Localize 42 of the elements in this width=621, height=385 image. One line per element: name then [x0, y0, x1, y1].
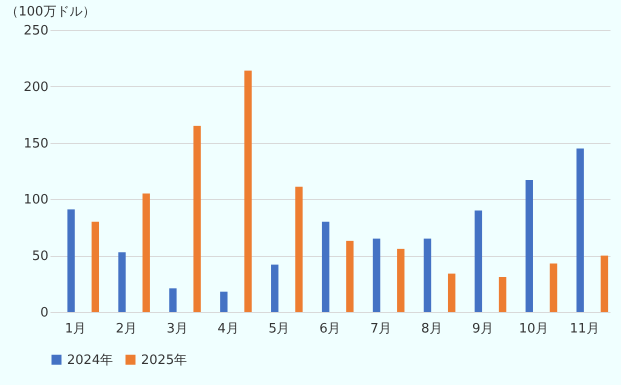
bar — [67, 209, 75, 312]
y-tick-label: 100 — [24, 192, 48, 208]
bar — [550, 263, 558, 312]
bar — [169, 288, 177, 312]
legend-label: 2024年 — [67, 352, 114, 368]
x-tick-label: 11月 — [570, 322, 600, 336]
y-tick-label: 200 — [24, 80, 48, 95]
bar — [474, 210, 482, 312]
y-tick-label: 0 — [40, 306, 48, 320]
bar — [498, 277, 506, 312]
x-tick-label: 2月 — [116, 322, 138, 336]
bar — [295, 186, 303, 312]
x-tick-label: 10月 — [518, 322, 548, 336]
bar — [220, 292, 228, 312]
x-tick-label: 1月 — [64, 322, 86, 336]
bar — [244, 70, 252, 312]
y-axis-title: （100万ドル） — [6, 4, 96, 20]
bar — [322, 222, 330, 312]
bar — [271, 264, 278, 312]
x-tick-label: 6月 — [319, 322, 341, 336]
bar — [346, 240, 354, 312]
bar — [526, 180, 533, 312]
y-tick-label: 50 — [32, 249, 48, 264]
bar — [92, 222, 100, 312]
bar — [424, 238, 432, 312]
x-tick-label: 8月 — [421, 322, 442, 336]
bar — [397, 248, 404, 312]
legend-label: 2025年 — [141, 352, 188, 368]
x-tick-label: 7月 — [370, 322, 392, 336]
bar — [448, 274, 456, 312]
bar — [372, 238, 380, 312]
bar — [193, 126, 201, 312]
bar — [600, 256, 608, 312]
x-tick-label: 5月 — [268, 322, 290, 336]
bar — [142, 194, 150, 312]
x-tick-label: 3月 — [166, 322, 188, 336]
x-tick-label: 9月 — [472, 322, 494, 336]
bar — [576, 148, 584, 312]
y-tick-label: 150 — [24, 136, 48, 152]
y-tick-label: 250 — [24, 24, 48, 38]
bar — [118, 252, 126, 312]
x-tick-label: 4月 — [218, 322, 239, 336]
